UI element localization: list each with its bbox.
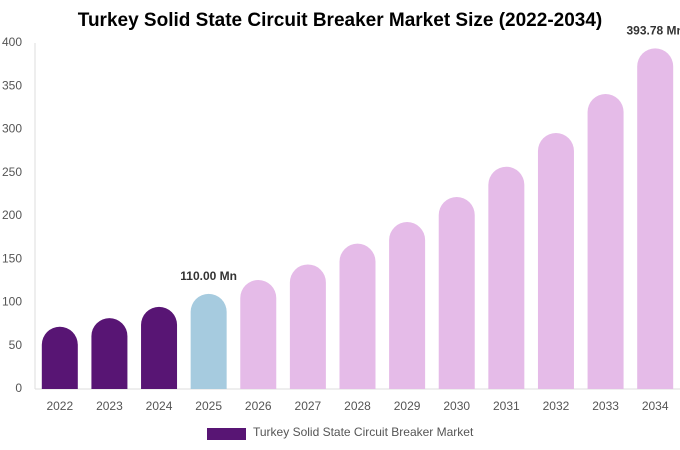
x-tick-label: 2024	[146, 399, 173, 413]
bar	[389, 222, 426, 389]
x-tick-label: 2032	[543, 399, 570, 413]
bar	[190, 293, 227, 389]
value-label: 110.00 Mn	[180, 269, 237, 283]
x-tick-label: 2026	[245, 399, 272, 413]
bar	[339, 243, 376, 389]
bar	[240, 280, 277, 389]
y-tick-label: 400	[2, 35, 22, 49]
y-tick-label: 200	[2, 208, 22, 222]
value-label: 393.78 Mn	[627, 24, 680, 38]
legend-swatch	[207, 428, 246, 440]
bar	[438, 196, 475, 389]
y-tick-label: 0	[15, 381, 22, 395]
y-tick-label: 50	[9, 338, 23, 352]
bar	[289, 264, 326, 389]
chart-title: Turkey Solid State Circuit Breaker Marke…	[78, 10, 603, 31]
x-tick-label: 2034	[642, 399, 669, 413]
x-tick-label: 2025	[195, 399, 222, 413]
x-tick-label: 2028	[344, 399, 371, 413]
y-tick-label: 150	[2, 251, 22, 265]
bar	[637, 48, 674, 389]
bar	[488, 166, 525, 389]
bar	[141, 306, 178, 389]
bar	[41, 326, 78, 389]
y-tick-label: 350	[2, 78, 22, 92]
x-tick-label: 2031	[493, 399, 520, 413]
x-tick-label: 2033	[592, 399, 619, 413]
y-tick-label: 250	[2, 165, 22, 179]
x-tick-label: 2027	[295, 399, 322, 413]
x-tick-label: 2030	[443, 399, 470, 413]
bar	[91, 318, 128, 389]
x-tick-label: 2022	[46, 399, 73, 413]
x-tick-label: 2029	[394, 399, 421, 413]
legend-label: Turkey Solid State Circuit Breaker Marke…	[253, 425, 474, 439]
x-tick-label: 2023	[96, 399, 123, 413]
bar	[587, 94, 624, 389]
bar	[537, 132, 574, 389]
y-tick-label: 300	[2, 122, 22, 136]
y-tick-label: 100	[2, 295, 22, 309]
